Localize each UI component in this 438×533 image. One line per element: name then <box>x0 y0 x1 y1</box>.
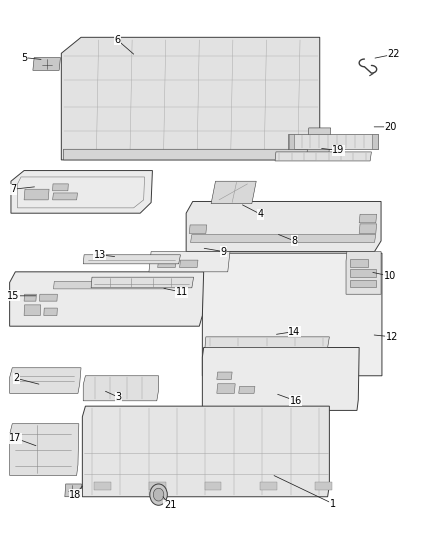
Polygon shape <box>61 37 328 160</box>
Polygon shape <box>94 482 111 490</box>
Polygon shape <box>346 252 381 294</box>
Circle shape <box>153 488 164 501</box>
Polygon shape <box>24 305 41 316</box>
Polygon shape <box>149 482 166 490</box>
Polygon shape <box>53 281 167 289</box>
Text: 5: 5 <box>21 53 27 62</box>
Polygon shape <box>24 189 49 200</box>
Polygon shape <box>205 337 329 348</box>
Polygon shape <box>260 482 277 490</box>
Text: 11: 11 <box>176 287 188 297</box>
Polygon shape <box>10 272 204 326</box>
Text: 13: 13 <box>94 250 106 260</box>
Text: 16: 16 <box>290 396 302 406</box>
Text: 1: 1 <box>330 499 336 508</box>
Polygon shape <box>83 376 159 401</box>
Polygon shape <box>315 482 332 490</box>
Polygon shape <box>158 260 176 268</box>
Polygon shape <box>180 260 198 268</box>
Polygon shape <box>217 384 235 393</box>
Polygon shape <box>24 294 36 301</box>
Polygon shape <box>288 134 378 149</box>
Polygon shape <box>205 482 222 490</box>
Polygon shape <box>359 214 377 223</box>
Text: 10: 10 <box>384 271 396 281</box>
Text: 15: 15 <box>7 291 19 301</box>
Polygon shape <box>186 201 381 252</box>
Text: 7: 7 <box>10 184 16 194</box>
Polygon shape <box>33 58 60 70</box>
Polygon shape <box>82 406 329 497</box>
Polygon shape <box>289 134 294 149</box>
Text: 4: 4 <box>258 209 264 219</box>
Polygon shape <box>307 128 331 160</box>
Polygon shape <box>10 424 79 475</box>
Polygon shape <box>211 181 256 204</box>
Text: 6: 6 <box>114 35 120 45</box>
Text: 22: 22 <box>387 50 399 59</box>
Polygon shape <box>91 277 194 288</box>
Polygon shape <box>239 386 255 393</box>
Polygon shape <box>191 235 376 243</box>
Polygon shape <box>350 280 376 287</box>
Polygon shape <box>372 134 378 149</box>
Text: 19: 19 <box>332 146 344 155</box>
Text: 14: 14 <box>288 327 300 336</box>
Text: 21: 21 <box>164 500 176 510</box>
Text: 9: 9 <box>220 247 226 256</box>
Polygon shape <box>11 171 152 213</box>
Text: 12: 12 <box>386 332 398 342</box>
Polygon shape <box>202 348 359 410</box>
Polygon shape <box>275 152 371 161</box>
Polygon shape <box>83 255 180 264</box>
Polygon shape <box>10 368 81 393</box>
Text: 17: 17 <box>9 433 21 443</box>
Polygon shape <box>217 372 232 379</box>
Text: 3: 3 <box>115 392 121 402</box>
Polygon shape <box>53 184 68 191</box>
Polygon shape <box>350 269 376 277</box>
Polygon shape <box>202 253 382 376</box>
Polygon shape <box>64 149 318 160</box>
Polygon shape <box>65 484 81 497</box>
Polygon shape <box>359 224 377 233</box>
Polygon shape <box>149 252 230 272</box>
Circle shape <box>150 484 167 505</box>
Polygon shape <box>44 308 57 316</box>
Polygon shape <box>53 193 78 200</box>
Text: 18: 18 <box>69 490 81 499</box>
Text: 8: 8 <box>291 236 297 246</box>
Polygon shape <box>189 225 207 233</box>
Text: 20: 20 <box>385 122 397 132</box>
Text: 2: 2 <box>14 374 20 383</box>
Polygon shape <box>39 294 57 301</box>
Polygon shape <box>350 259 368 266</box>
